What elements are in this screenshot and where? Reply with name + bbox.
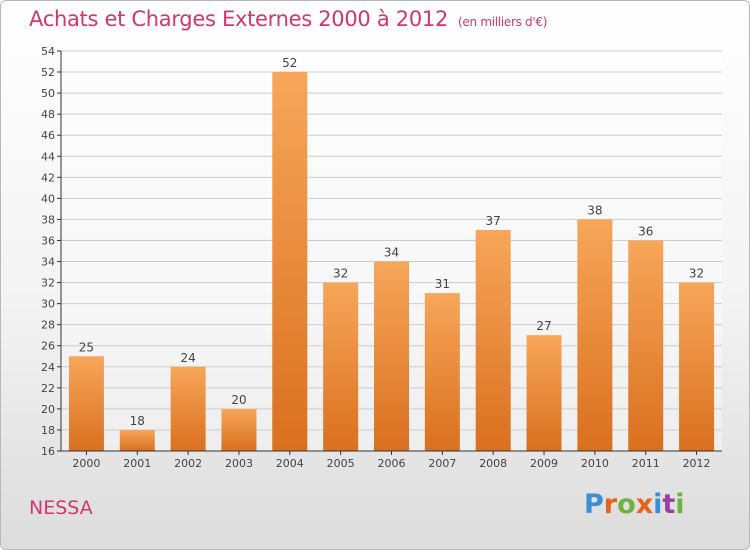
bar-value-label: 37 (486, 214, 501, 228)
y-tick-label: 34 (41, 256, 55, 269)
bar-value-label: 27 (536, 319, 551, 333)
y-tick-label: 16 (41, 445, 55, 458)
logo-letter: t (662, 489, 676, 520)
bar (577, 219, 613, 451)
logo-letter: i (653, 489, 663, 520)
bar-value-label: 32 (689, 267, 704, 281)
commune-name: NESSA (29, 497, 93, 519)
bar (272, 72, 308, 451)
y-tick-label: 24 (41, 361, 55, 374)
y-tick-label: 32 (41, 277, 55, 290)
x-tick-label: 2002 (174, 457, 202, 470)
chart-subtitle: (en milliers d'€) (458, 15, 548, 29)
proxiti-logo: Proxiti (584, 489, 685, 520)
y-tick-label: 28 (41, 319, 55, 332)
bar-value-label: 34 (384, 246, 399, 260)
bar-value-label: 38 (587, 203, 602, 217)
x-tick-label: 2008 (479, 457, 507, 470)
y-tick-label: 52 (41, 66, 55, 79)
bar-value-label: 20 (231, 393, 246, 407)
y-tick-label: 18 (41, 424, 55, 437)
bar (526, 335, 562, 451)
logo-letter: o (617, 489, 636, 520)
y-tick-label: 46 (41, 129, 55, 142)
chart-title: Achats et Charges Externes 2000 à 2012 (e… (29, 7, 548, 31)
bar (119, 429, 155, 451)
x-tick-label: 2004 (276, 457, 304, 470)
logo-letter: r (603, 489, 618, 520)
y-tick-label: 38 (41, 213, 55, 226)
y-tick-label: 40 (41, 192, 55, 205)
bar (424, 293, 460, 451)
x-tick-label: 2001 (123, 457, 151, 470)
logo-letter: x (635, 489, 654, 520)
x-tick-label: 2000 (72, 457, 100, 470)
bar-value-label: 32 (333, 267, 348, 281)
y-tick-label: 54 (41, 45, 55, 58)
bar (170, 366, 206, 451)
bar (221, 408, 257, 451)
y-tick-label: 42 (41, 171, 55, 184)
x-tick-label: 2010 (581, 457, 609, 470)
x-tick-label: 2005 (327, 457, 355, 470)
x-tick-label: 2007 (428, 457, 456, 470)
y-tick-label: 22 (41, 382, 55, 395)
bar (679, 282, 715, 451)
x-tick-label: 2006 (378, 457, 406, 470)
bar (323, 282, 359, 451)
bar-value-label: 18 (130, 414, 145, 428)
x-tick-label: 2009 (530, 457, 558, 470)
x-tick-label: 2003 (225, 457, 253, 470)
logo-letter: i (675, 489, 685, 520)
bar-value-label: 25 (79, 340, 94, 354)
bar (68, 356, 104, 451)
bar (628, 240, 664, 451)
bar-value-label: 24 (180, 351, 195, 365)
bar-value-label: 36 (638, 224, 653, 238)
y-tick-label: 50 (41, 87, 55, 100)
x-tick-label: 2011 (632, 457, 660, 470)
logo-letter: P (584, 489, 604, 520)
x-tick-label: 2012 (683, 457, 711, 470)
bar-value-label: 52 (282, 56, 297, 70)
y-tick-label: 44 (41, 150, 55, 163)
y-tick-label: 36 (41, 234, 55, 247)
bar-value-label: 31 (435, 277, 450, 291)
bar (475, 229, 511, 451)
y-tick-label: 30 (41, 298, 55, 311)
y-tick-label: 48 (41, 108, 55, 121)
bar (374, 261, 409, 451)
y-tick-label: 26 (41, 340, 55, 353)
y-tick-label: 20 (41, 403, 55, 416)
